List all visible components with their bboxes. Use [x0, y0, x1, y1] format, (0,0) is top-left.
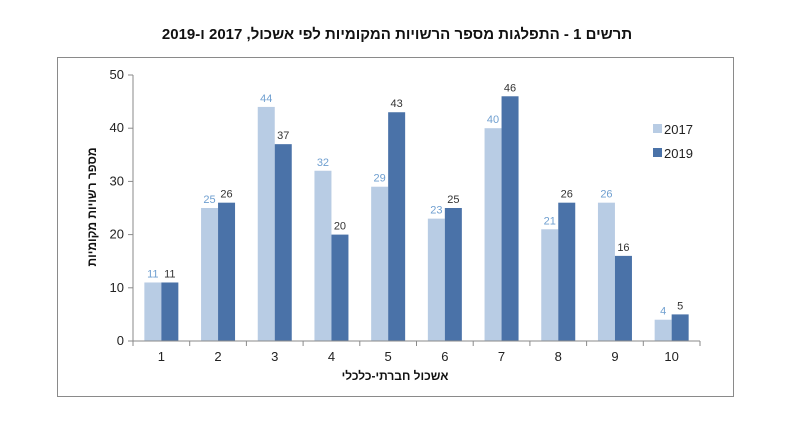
y-axis-title: מספר רשויות מקומיות: [85, 147, 99, 266]
x-tick-label: 10: [664, 349, 678, 364]
y-tick-label: 10: [110, 280, 124, 295]
data-label-2019: 16: [617, 242, 629, 254]
y-tick-label: 20: [110, 227, 124, 242]
x-tick-label: 5: [385, 349, 392, 364]
data-label-2017: 29: [374, 173, 386, 185]
x-axis-title: אשכול חברתי-כלכלי: [342, 369, 449, 383]
data-label-2017: 11: [147, 268, 158, 280]
bar-2017: [201, 208, 219, 341]
bar-2019: [388, 112, 406, 342]
bar-2019: [501, 96, 519, 341]
x-tick-label: 3: [271, 349, 278, 364]
bar-2017: [144, 282, 162, 341]
legend-swatch-2019: [653, 148, 662, 157]
data-labels-group: 11 25 44 32 29 23 40 21 26 4 11 26 37 20 43 25 46 26 16 5: [147, 82, 683, 317]
data-label-2019: 26: [220, 189, 232, 201]
chart-frame: [57, 57, 734, 397]
bar-2017: [654, 319, 672, 341]
legend-label-2019: 2019: [664, 146, 693, 161]
bar-2019: [161, 282, 179, 341]
bar-2019: [614, 255, 632, 341]
bar-2017: [427, 218, 445, 341]
bar-2019: [218, 202, 236, 341]
bar-2019: [558, 202, 576, 341]
x-tick-label: 2: [214, 349, 221, 364]
data-label-2017: 4: [660, 306, 666, 318]
x-tick-label: 7: [498, 349, 505, 364]
bar-2019: [331, 234, 349, 341]
chart-title: תרשים 1 - התפלגות מספר הרשויות המקומיות …: [161, 26, 633, 43]
x-tick-label: 4: [328, 349, 335, 364]
y-tick-label: 30: [110, 173, 124, 188]
x-tick-label: 8: [555, 349, 562, 364]
legend-label-2017: 2017: [664, 122, 693, 137]
bar-2019: [671, 314, 689, 341]
data-label-2019: 46: [504, 82, 516, 94]
data-label-2019: 43: [391, 98, 403, 110]
bar-2017: [597, 202, 615, 341]
legend-swatch-2017: [653, 124, 662, 133]
x-tick-label: 9: [611, 349, 618, 364]
data-label-2017: 25: [203, 194, 215, 206]
y-tick-label: 50: [110, 67, 124, 82]
legend: 2017 2019: [653, 122, 693, 161]
bar-2019: [274, 144, 292, 341]
x-tick-label: 6: [441, 349, 448, 364]
data-label-2017: 23: [430, 205, 442, 217]
data-label-2019: 11: [164, 268, 175, 280]
data-label-2017: 21: [544, 215, 556, 227]
data-label-2019: 25: [447, 194, 459, 206]
data-label-2017: 44: [260, 93, 272, 105]
data-label-2017: 32: [317, 157, 329, 169]
y-tick-label: 40: [110, 120, 124, 135]
bar-2017: [314, 170, 332, 341]
data-label-2019: 26: [561, 189, 573, 201]
bar-2017: [371, 186, 389, 341]
data-label-2019: 5: [677, 300, 683, 312]
y-tick-label: 0: [117, 333, 124, 348]
data-label-2019: 37: [277, 130, 289, 142]
bar-2019: [444, 208, 462, 341]
bar-2017: [541, 229, 559, 341]
bar-2017: [484, 128, 502, 341]
x-tick-label: 1: [158, 349, 165, 364]
data-label-2019: 20: [334, 221, 346, 233]
data-label-2017: 40: [487, 114, 499, 126]
data-label-2017: 26: [600, 189, 612, 201]
bar-2017: [257, 106, 275, 341]
bars-group: [144, 96, 689, 342]
